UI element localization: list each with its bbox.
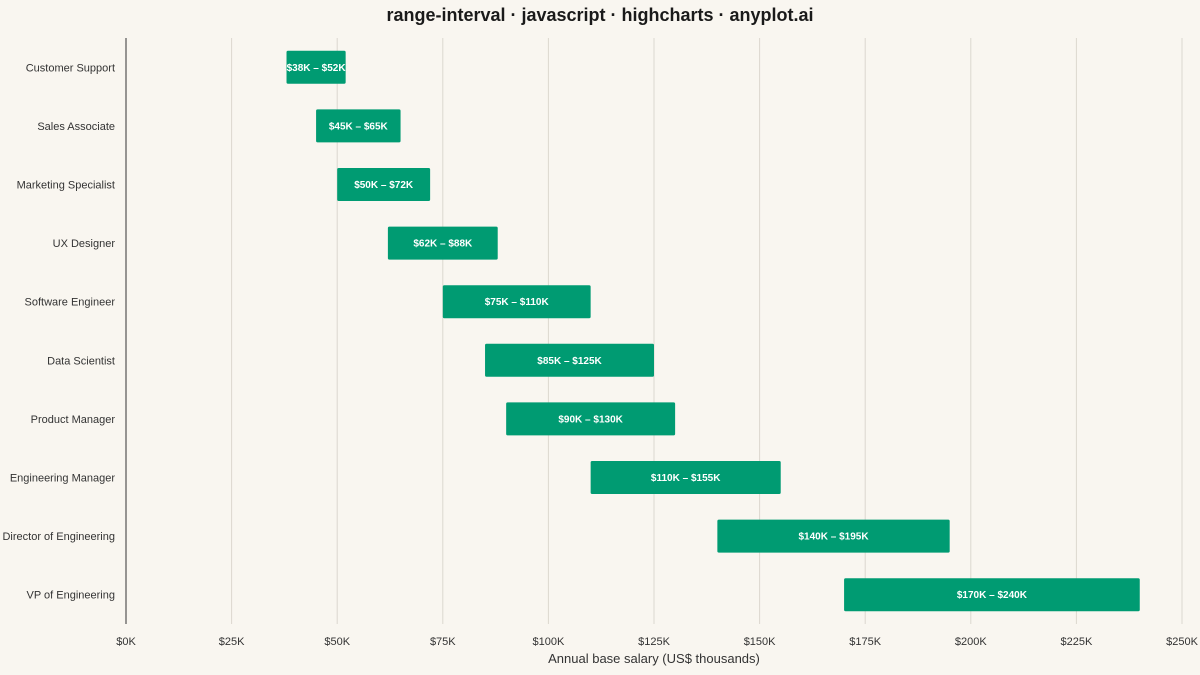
x-tick-label: $225K xyxy=(1060,636,1092,648)
x-tick-label: $175K xyxy=(849,636,881,648)
x-tick-label: $25K xyxy=(219,636,245,648)
x-axis-title: Annual base salary (US$ thousands) xyxy=(548,651,760,666)
bars: $38K – $52K $45K – $65K $50K – $72K $62K – … xyxy=(286,50,1140,612)
bar-data-label: $110K – $155K xyxy=(651,473,721,484)
range-bar xyxy=(442,285,591,319)
x-tick-label: $50K xyxy=(324,636,350,648)
range-bar xyxy=(717,519,950,553)
range-bar xyxy=(485,343,654,377)
x-tick-label: $100K xyxy=(532,636,564,648)
x-tick-label: $200K xyxy=(955,636,987,648)
chart-title: range-interval · javascript · highcharts… xyxy=(386,5,814,25)
x-tick-label: $75K xyxy=(430,636,456,648)
bar-data-label: $85K – $125K xyxy=(537,356,602,367)
bar-data-label: $45K – $65K xyxy=(329,121,389,132)
range-bar xyxy=(506,402,676,436)
x-tick-label: $150K xyxy=(744,636,776,648)
x-tick-label: $0K xyxy=(116,636,136,648)
x-tick-label: $125K xyxy=(638,636,670,648)
category-label: Marketing Specialist xyxy=(17,180,115,192)
category-label: VP of Engineering xyxy=(27,590,115,602)
category-label: Director of Engineering xyxy=(2,531,115,543)
category-label: Data Scientist xyxy=(47,355,115,367)
category-label: Software Engineer xyxy=(25,297,116,309)
bar-data-label: $140K – $195K xyxy=(798,532,869,543)
range-bar xyxy=(844,578,1140,612)
range-bar xyxy=(316,109,401,143)
category-label: Customer Support xyxy=(26,62,115,74)
bar-data-label: $50K – $72K xyxy=(354,180,414,191)
bar-data-label: $38K – $52K xyxy=(287,63,347,74)
x-tick-label: $250K xyxy=(1166,636,1198,648)
category-label: Engineering Manager xyxy=(10,473,116,485)
range-bar xyxy=(337,168,431,201)
range-bar xyxy=(387,226,498,260)
category-label: Product Manager xyxy=(31,414,116,426)
range-bar xyxy=(590,461,781,494)
bar-data-label: $90K – $130K xyxy=(558,414,623,425)
bar-data-label: $62K – $88K xyxy=(413,239,473,250)
bar-data-label: $170K – $240K xyxy=(957,590,1028,601)
range-bar xyxy=(286,50,346,84)
category-label: UX Designer xyxy=(53,238,116,250)
bar-data-label: $75K – $110K xyxy=(485,297,550,308)
category-label: Sales Associate xyxy=(37,121,115,133)
